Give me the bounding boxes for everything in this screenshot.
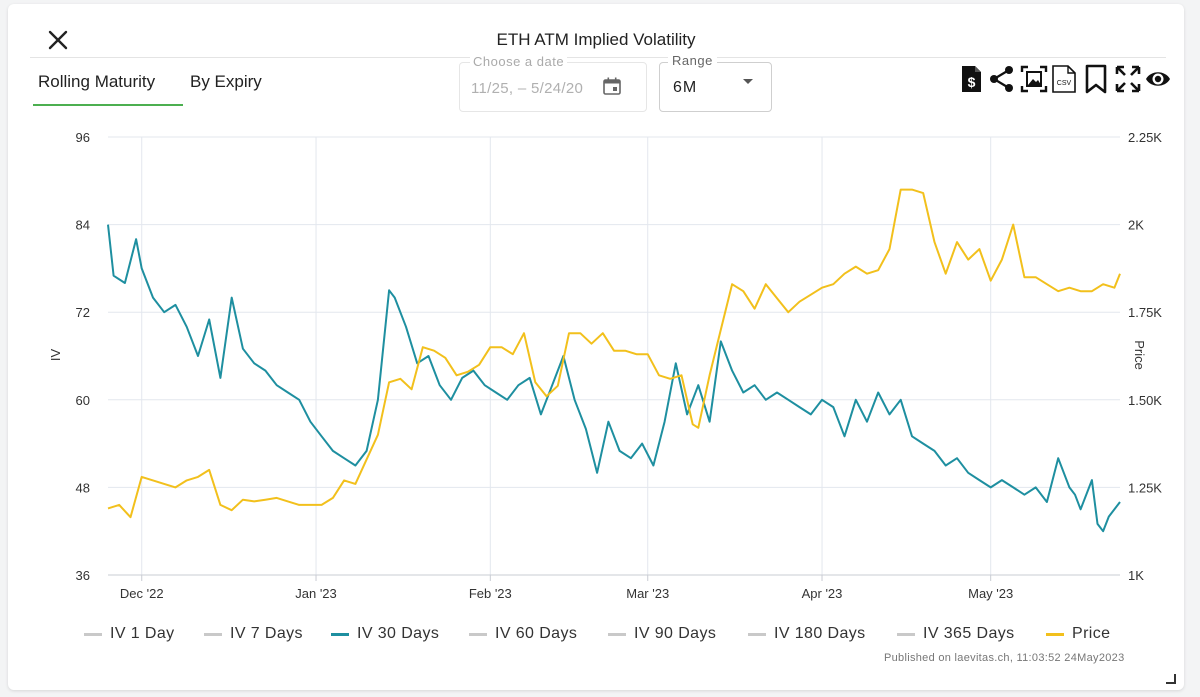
- y-tick-label: 72: [76, 305, 90, 320]
- y-tick-label: 36: [76, 568, 90, 583]
- x-tick-label: Apr '23: [802, 586, 843, 601]
- calendar-icon[interactable]: [602, 76, 622, 96]
- y2-tick-label: 1.50K: [1128, 393, 1162, 408]
- series-line-price: [107, 188, 1121, 519]
- dollar-doc-icon[interactable]: $: [958, 64, 986, 94]
- tab-by-expiry[interactable]: By Expiry: [190, 72, 262, 91]
- chart-card: ETH ATM Implied Volatility Rolling Matur…: [8, 4, 1184, 690]
- y2-tick-label: 1.75K: [1128, 305, 1162, 320]
- x-tick-label: Dec '22: [120, 586, 164, 601]
- y2-tick-label: 2K: [1128, 218, 1144, 233]
- legend-swatch: [204, 633, 222, 636]
- legend-swatch: [897, 633, 915, 636]
- csv-export-icon[interactable]: CSV: [1050, 64, 1078, 94]
- fullscreen-icon[interactable]: [1114, 64, 1142, 94]
- y2-tick-label: 1.25K: [1128, 480, 1162, 495]
- x-tick-label: May '23: [968, 586, 1013, 601]
- legend-swatch: [1046, 633, 1064, 636]
- y-tick-label: 96: [76, 130, 90, 145]
- y2-tick-label: 2.25K: [1128, 130, 1162, 145]
- tab-rolling-maturity[interactable]: Rolling Maturity: [38, 72, 156, 91]
- x-tick-label: Jan '23: [295, 586, 337, 601]
- legend-swatch: [84, 633, 102, 636]
- legend-swatch: [331, 633, 349, 636]
- legend-swatch: [608, 633, 626, 636]
- axes-layer: 36 48 60 72 84 96 1K 1.25K 1.50K 1.75K 2K 2.25K Dec …: [48, 130, 1162, 601]
- date-range-value[interactable]: 11/25, – 5/24/20: [471, 80, 584, 97]
- header-divider: [30, 57, 1166, 58]
- y-tick-label: 48: [76, 480, 90, 495]
- image-export-icon[interactable]: [1020, 64, 1048, 94]
- active-tab-indicator: [33, 104, 183, 106]
- share-icon[interactable]: [988, 64, 1016, 94]
- svg-text:CSV: CSV: [1057, 80, 1072, 87]
- x-tick-label: Mar '23: [626, 586, 669, 601]
- close-icon[interactable]: [46, 28, 70, 52]
- eye-icon[interactable]: [1144, 64, 1172, 94]
- range-select-label: Range: [668, 53, 717, 68]
- y-axis-label: IV: [48, 349, 63, 362]
- chevron-down-icon[interactable]: [743, 79, 753, 84]
- y2-axis-label: Price: [1132, 340, 1147, 370]
- date-field-label: Choose a date: [470, 54, 568, 69]
- y-tick-label: 84: [76, 218, 90, 233]
- legend-swatch: [748, 633, 766, 636]
- series-layer: [107, 188, 1121, 533]
- range-select-value[interactable]: 6M: [673, 79, 698, 96]
- resize-handle-icon[interactable]: [1166, 674, 1176, 684]
- legend-swatch: [469, 633, 487, 636]
- svg-text:$: $: [968, 74, 976, 90]
- y-tick-label: 60: [76, 393, 90, 408]
- x-tick-label: Feb '23: [469, 586, 512, 601]
- y2-tick-label: 1K: [1128, 568, 1144, 583]
- series-line-iv-30-days: [107, 224, 1121, 533]
- published-note: Published on laevitas.ch, 11:03:52 24May…: [884, 652, 1125, 664]
- bookmark-icon[interactable]: [1082, 64, 1110, 94]
- chart-title: ETH ATM Implied Volatility: [496, 30, 696, 49]
- chart-grid: [108, 136, 1120, 576]
